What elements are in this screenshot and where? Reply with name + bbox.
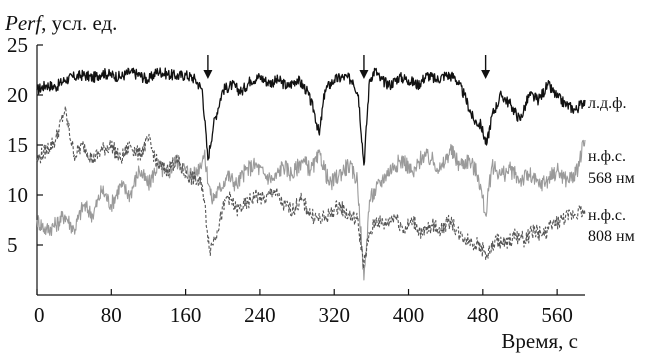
x-ticks: 0 80 160 240 320 400 480 560 (34, 289, 573, 327)
y-tick-label: 5 (7, 233, 18, 257)
y-tick-label: 25 (7, 33, 28, 57)
x-tick-label: 80 (101, 303, 122, 327)
series-label: л.д.ф. (588, 95, 627, 112)
y-axis-title-unit: , усл. ед. (41, 11, 117, 35)
event-arrow-head (359, 70, 369, 79)
series-label: н.ф.с. (588, 207, 626, 224)
event-arrows (203, 55, 491, 79)
x-tick-label: 160 (170, 303, 202, 327)
y-tick-label: 15 (7, 133, 28, 157)
y-tick-label: 20 (7, 83, 28, 107)
x-tick-label: 320 (318, 303, 350, 327)
series-line-3 (36, 105, 586, 269)
x-tick-label: 0 (34, 303, 45, 327)
series-line-1 (36, 67, 586, 166)
x-tick-label: 480 (467, 303, 499, 327)
series-label: 568 нм (588, 170, 635, 187)
event-arrow-head (481, 70, 491, 79)
series-label: 808 нм (588, 228, 635, 245)
y-axis-title: Perf, усл. ед. (4, 11, 117, 35)
y-ticks: 5 10 15 20 25 (7, 33, 43, 257)
x-axis-title: Время, с (501, 329, 578, 353)
series-label: н.ф.с. (588, 148, 626, 165)
series-line-2 (36, 139, 586, 281)
event-arrow-head (203, 70, 213, 79)
series-labels: л.д.ф. н.ф.с. 568 нм н.ф.с. 808 нм (588, 95, 635, 245)
y-tick-label: 10 (7, 183, 28, 207)
x-tick-label: 400 (393, 303, 425, 327)
y-axis-title-var: Perf (4, 11, 44, 35)
x-tick-label: 240 (244, 303, 276, 327)
x-tick-label: 560 (541, 303, 573, 327)
series-lines (36, 67, 586, 281)
